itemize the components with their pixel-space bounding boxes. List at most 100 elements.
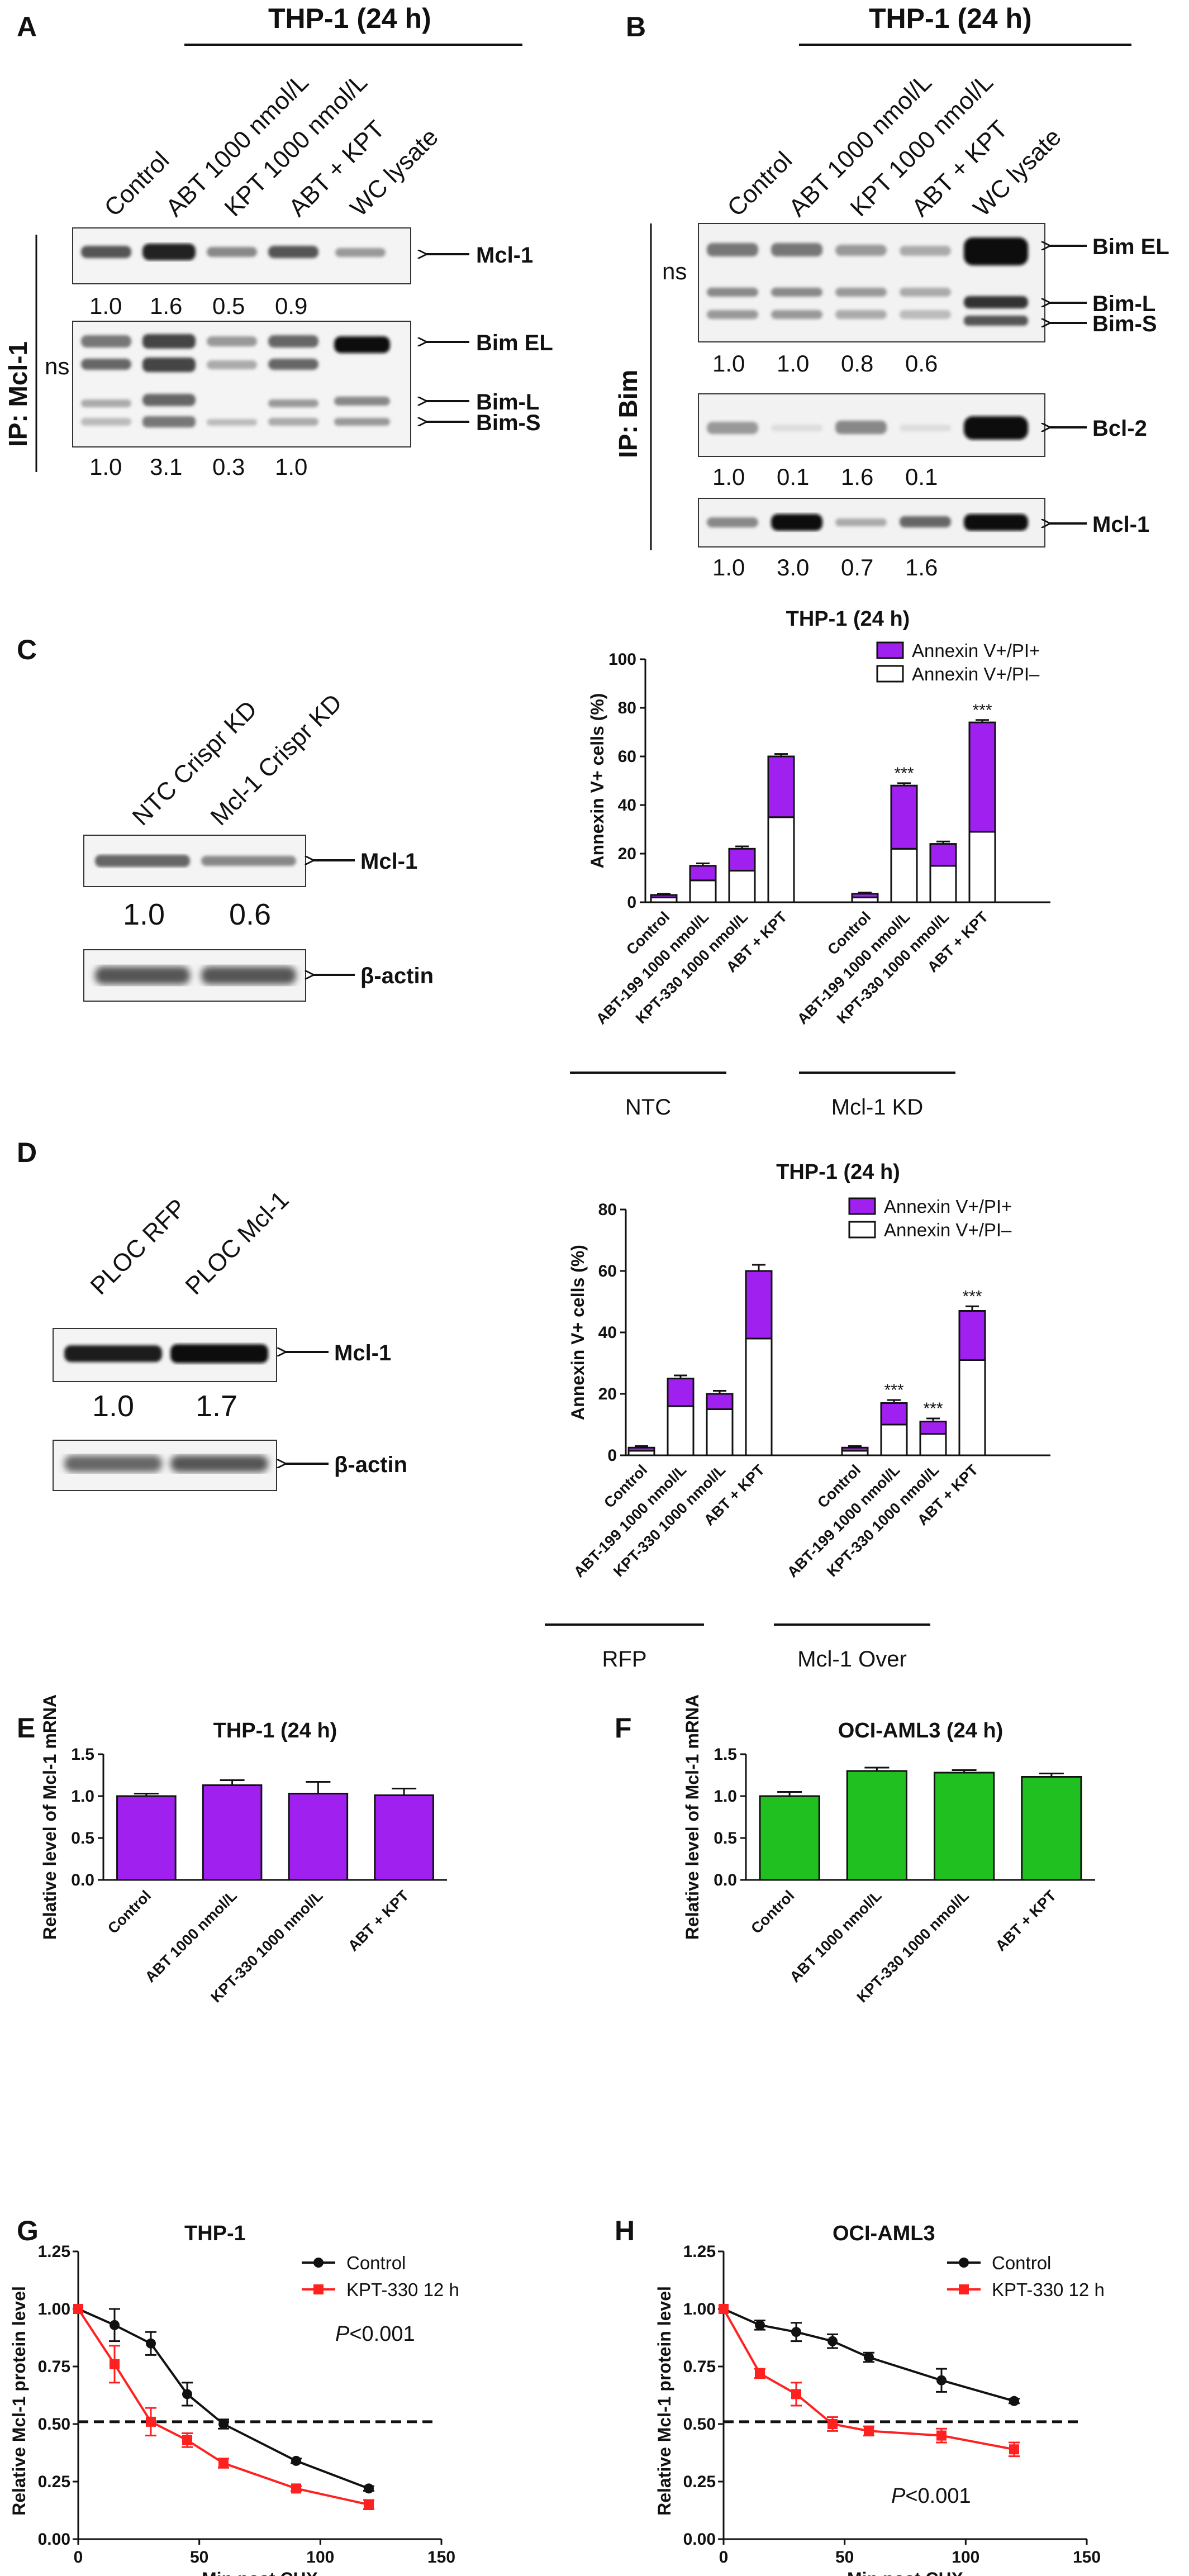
y-axis-label: Relative Mcl-1 protein level: [9, 2286, 29, 2516]
quant-value: 1.0: [712, 554, 745, 580]
y-tick-label: 60: [598, 1262, 617, 1280]
chart-f-mrna-bar: OCI-AML3 (24 h) 0.0 0.5 1.0 1.5 Relative leve…: [682, 1694, 1095, 2006]
data-point: [218, 2419, 229, 2429]
data-point: [755, 2320, 765, 2330]
y-tick-label: 40: [618, 796, 636, 815]
y-tick-label: 0.00: [683, 2530, 716, 2549]
band-label: Bim-S: [476, 411, 541, 435]
legend-label: Control: [992, 2253, 1051, 2273]
x-category-label: Control: [104, 1887, 154, 1937]
y-tick-label: 0.5: [71, 1829, 94, 1848]
bar-annexin-pi-pos: [968, 721, 996, 833]
bar-annexin-pi-pos: [706, 1393, 734, 1410]
data-point: [719, 2304, 729, 2314]
significance-mark: ***: [962, 1287, 982, 1306]
x-tick-label: 100: [306, 2548, 334, 2567]
bar-annexin-pi-pos: [745, 1270, 773, 1340]
quant-value: 0.1: [905, 464, 938, 490]
bar-annexin-pi-pos: [851, 893, 879, 898]
bar-annexin-pi-neg: [728, 869, 756, 903]
panel-label-f: F: [615, 1712, 632, 1744]
series-line: [77, 2308, 369, 2506]
significance-mark: ***: [972, 701, 992, 720]
p-value-annotation: P<0.001: [335, 2322, 415, 2346]
group-label: Mcl-1 Over: [797, 1647, 907, 1672]
band-label: Bim EL: [476, 331, 553, 355]
panel-label-h: H: [615, 2215, 635, 2246]
y-axis-label: Relative level of Mcl-1 mRNA: [682, 1694, 702, 1940]
group-label: NTC: [625, 1095, 671, 1120]
legend-marker-control: [959, 2258, 969, 2268]
band-label: Bim-L: [476, 390, 539, 415]
data-point: [864, 2426, 874, 2436]
quant-value: 0.1: [777, 464, 809, 490]
band-label: Mcl-1: [360, 849, 417, 874]
y-tick-label: 20: [598, 1385, 617, 1403]
data-point: [218, 2458, 229, 2469]
y-tick-label: 0.25: [38, 2473, 70, 2491]
data-point: [864, 2352, 874, 2363]
y-tick-label: 1.0: [71, 1787, 94, 1806]
x-axis-label: Min post CHX: [847, 2569, 964, 2576]
data-point: [291, 2455, 301, 2466]
x-tick-label: 150: [427, 2548, 455, 2567]
chart-g-decay-line: THP-1 0.00 0.25 0.50 0.75 1.00 1.25 0 50 100 150 Mi…: [9, 2222, 459, 2576]
data-point: [1009, 2396, 1019, 2406]
data-point: [291, 2483, 301, 2494]
quant-value: 1.0: [92, 1389, 134, 1423]
x-category-label: ABT + KPT: [992, 1887, 1060, 1955]
x-tick-label: 50: [835, 2548, 854, 2567]
x-axis-label: Min post CHX: [202, 2569, 318, 2576]
chart-e-mrna-bar: THP-1 (24 h) 0.0 0.5 1.0 1.5 Relative level o…: [40, 1694, 447, 2006]
y-tick-label: 1.5: [714, 1745, 737, 1764]
y-tick-label: 60: [618, 747, 636, 766]
bar: [934, 1772, 995, 1881]
x-category-label: ABT + KPT: [345, 1887, 412, 1955]
data-point: [936, 2430, 947, 2441]
y-tick-label: 0: [607, 1446, 617, 1465]
chart-h-decay-line: OCI-AML3 0.00 0.25 0.50 0.75 1.00 1.25 0 50 100 15…: [654, 2222, 1105, 2576]
band-label: Bim-S: [1092, 312, 1157, 336]
data-point: [146, 2338, 156, 2349]
bar-annexin-pi-pos: [650, 894, 678, 898]
y-tick-label: 0.75: [38, 2358, 70, 2376]
y-tick-label: 40: [598, 1323, 617, 1342]
panel-a-lane-labels: Control ABT 1000 nmol/L KPT 1000 nmol/L …: [99, 69, 443, 222]
ns-label: ns: [662, 258, 687, 284]
bar-annexin-pi-pos: [929, 843, 957, 867]
panel-d-blots: D PLOC RFP PLOC Mcl-1 Mcl-1 1.0 1.7 β-ac…: [17, 1137, 407, 1491]
y-tick-label: 80: [598, 1201, 617, 1219]
data-point: [73, 2304, 83, 2314]
y-tick-label: 1.5: [71, 1745, 94, 1764]
bar-annexin-pi-pos: [958, 1310, 986, 1361]
y-tick-label: 1.00: [683, 2300, 716, 2318]
quant-value: 1.0: [712, 350, 745, 377]
y-tick-label: 0.75: [683, 2358, 716, 2376]
group-label: RFP: [602, 1647, 647, 1672]
band-label: β-actin: [334, 1453, 407, 1477]
y-axis-label: Relative Mcl-1 protein level: [654, 2286, 674, 2516]
band-label: Bim EL: [1092, 235, 1169, 259]
chart-title: OCI-AML3 (24 h): [838, 1719, 1003, 1742]
y-axis-label: Annexin V+ cells (%): [587, 693, 607, 869]
data-point: [182, 2435, 192, 2445]
chart-d-annexin-stacked-bar: THP-1 (24 h) 0 20 40 60 80 Annexin V+ cells (%…: [545, 1160, 1050, 1672]
lane-label: PLOC RFP: [85, 1194, 191, 1300]
chart-title: THP-1 (24 h): [776, 1160, 900, 1184]
lane-label: PLOC Mcl-1: [180, 1186, 294, 1300]
bar: [116, 1795, 177, 1881]
y-tick-label: 0.5: [714, 1829, 737, 1848]
x-category-label: Control: [748, 1887, 797, 1937]
y-tick-label: 1.00: [38, 2300, 70, 2318]
bar-annexin-pi-pos: [627, 1446, 655, 1452]
legend-label: Annexin V+/PI+: [912, 640, 1040, 661]
lane-label: Control: [722, 146, 797, 222]
chart-title: THP-1: [184, 2222, 246, 2245]
y-tick-label: 1.0: [714, 1787, 737, 1806]
bar-annexin-pi-neg: [968, 831, 996, 903]
chart-title: THP-1 (24 h): [213, 1719, 337, 1742]
bar-annexin-pi-pos: [767, 755, 795, 818]
lane-label: Control: [99, 146, 174, 222]
data-point: [791, 2327, 801, 2337]
quant-value: 1.6: [150, 293, 182, 319]
